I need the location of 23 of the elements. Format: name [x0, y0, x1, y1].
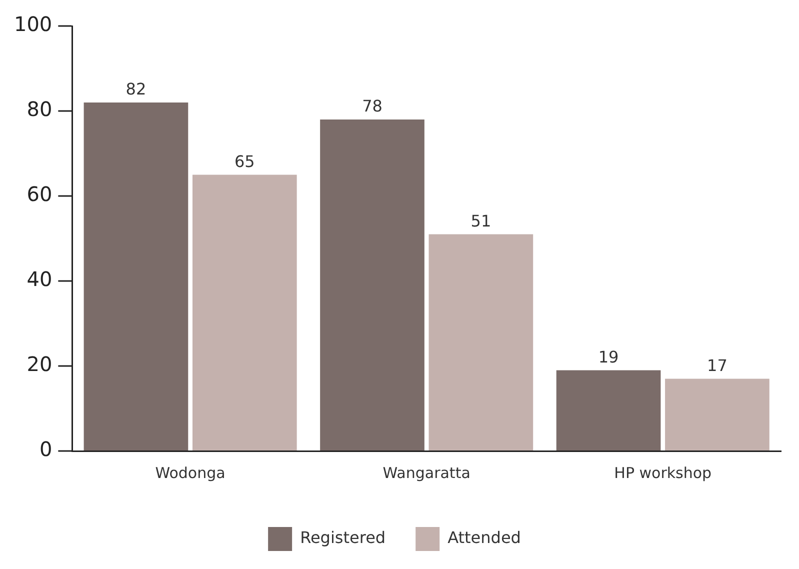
- data-label: 65: [234, 152, 255, 171]
- data-label: 17: [707, 356, 728, 375]
- x-tick-label: HP workshop: [614, 464, 712, 482]
- bar: [556, 370, 661, 450]
- data-label: 78: [362, 96, 382, 116]
- bar: [84, 102, 188, 450]
- bar: [192, 174, 297, 450]
- x-tick-label: Wodonga: [155, 464, 226, 482]
- y-tick-label: 80: [26, 97, 52, 122]
- bar: [665, 378, 770, 450]
- legend-label: Attended: [448, 528, 521, 548]
- legend-label: Registered: [300, 528, 386, 548]
- y-tick-label: 40: [26, 267, 52, 292]
- bar: [320, 120, 424, 450]
- y-tick-label: 100: [14, 12, 52, 36]
- y-tick-label: 0: [39, 437, 52, 462]
- x-tick-label: Wangaratta: [382, 464, 470, 482]
- y-tick-label: 20: [26, 352, 52, 376]
- data-label: 19: [598, 347, 619, 366]
- data-label: 51: [470, 211, 492, 230]
- data-label: 82: [126, 80, 146, 99]
- y-tick-label: 60: [26, 182, 52, 206]
- bar: [428, 234, 534, 450]
